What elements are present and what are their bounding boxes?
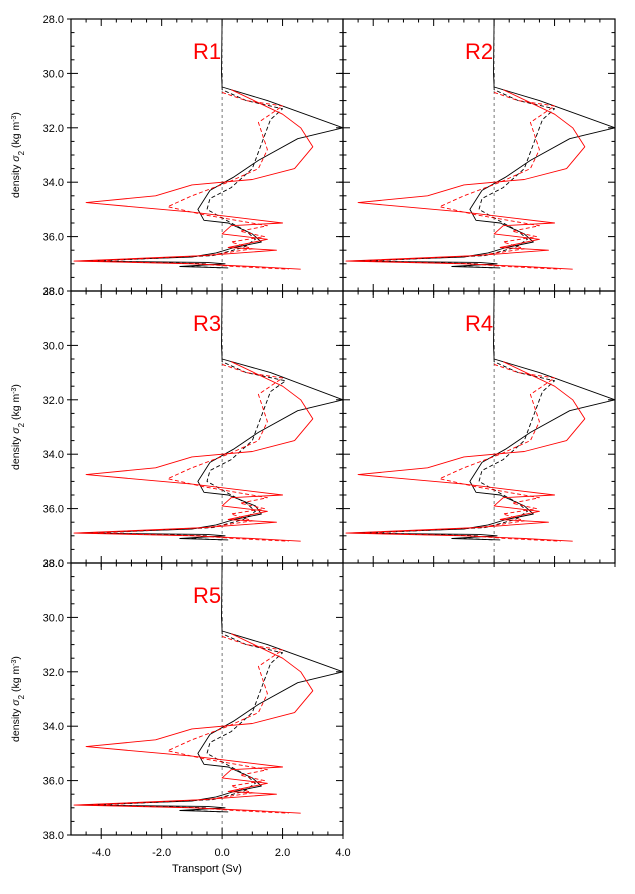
y-axis-label-part: σ: [10, 155, 22, 162]
y-tick-label: 36.0: [43, 504, 64, 516]
y-axis-label-part: density: [10, 706, 22, 742]
series-line-red-dashed: [363, 91, 561, 270]
y-axis-label-part: density: [10, 162, 22, 198]
y-axis-label-part: ): [10, 656, 22, 660]
panel-r3: 28.0 30.0 32.0 34.0 36.0 38.0 density σ2 (kg m…: [10, 286, 344, 570]
y-tick-label: 28.0: [43, 558, 64, 570]
y-tick-label: 34.0: [43, 721, 64, 733]
series-line-black-dashed: [94, 617, 284, 813]
y-axis-label: density σ2 (kg m-3): [10, 384, 26, 470]
x-axis-label: Transport (Sv): [172, 863, 242, 875]
y-tick-label: 34.0: [43, 177, 64, 189]
x-tick-label: 0.0: [214, 847, 229, 859]
y-axis-label: density σ2 (kg m-3): [10, 112, 26, 198]
series-line-black-solid: [76, 562, 344, 813]
series-line-red-solid: [345, 89, 586, 270]
y-axis-label-part: σ: [10, 699, 22, 706]
series-line-red-dashed: [363, 363, 561, 542]
series-line-black-solid: [348, 18, 616, 269]
panel-r2: R2: [339, 18, 616, 295]
y-tick-label: 38.0: [43, 286, 64, 298]
y-tick-label: 30.0: [43, 612, 64, 624]
panel-r1: 28.0 30.0 32.0 34.0 36.0 38.0 density σ2 (kg m…: [10, 14, 344, 298]
series-line-red-dashed: [91, 91, 289, 270]
series-line-black-solid: [76, 290, 344, 541]
panel-title: R4: [465, 311, 493, 336]
y-tick-label: 32.0: [43, 667, 64, 679]
y-axis-label-part: 2: [17, 694, 26, 699]
y-tick-label: 36.0: [43, 232, 64, 244]
y-tick-label: 34.0: [43, 449, 64, 461]
y-tick-label: 32.0: [43, 395, 64, 407]
series-line-black-solid: [348, 290, 616, 541]
y-axis-label-part: (kg m: [10, 122, 22, 151]
panel-title: R1: [193, 39, 221, 64]
x-tick-label: 4.0: [335, 847, 350, 859]
y-tick-label: 28.0: [43, 14, 64, 26]
series-line-red-solid: [73, 633, 314, 814]
x-tick-label: 2.0: [275, 847, 290, 859]
x-tick-label: -2.0: [152, 847, 171, 859]
x-tick-label: -4.0: [92, 847, 111, 859]
y-tick-label: 28.0: [43, 286, 64, 298]
y-tick-label: 30.0: [43, 340, 64, 352]
panel-title: R3: [193, 311, 221, 336]
y-axis-label-part: 2: [17, 150, 26, 155]
series-line-red-solid: [345, 361, 586, 542]
y-tick-label: 38.0: [43, 830, 64, 842]
series-line-black-dashed: [366, 345, 556, 541]
y-axis-label-part: (kg m: [10, 394, 22, 423]
series-line-black-solid: [76, 18, 344, 269]
y-axis-label-part: -3: [11, 659, 18, 665]
series-line-red-solid: [73, 361, 314, 542]
panel-title: R5: [193, 583, 221, 608]
y-axis-label-part: 2: [17, 422, 26, 427]
y-axis-label-part: ): [10, 112, 22, 116]
series-line-red-dashed: [91, 635, 289, 814]
panel-r4: R4: [339, 290, 616, 567]
y-tick-label: 30.0: [43, 68, 64, 80]
y-tick-label: 36.0: [43, 776, 64, 788]
y-tick-label: 32.0: [43, 123, 64, 135]
y-axis-label: density σ2 (kg m-3): [10, 656, 26, 742]
y-axis-label-part: density: [10, 434, 22, 470]
y-axis-label-part: σ: [10, 427, 22, 434]
series-line-black-dashed: [366, 73, 556, 269]
panel-r5: 28.0 30.0 32.0 34.0 36.0 38.0 density σ2 (kg m…: [10, 558, 351, 875]
series-line-black-dashed: [94, 73, 284, 269]
y-axis-label-part: (kg m: [10, 666, 22, 695]
y-axis-label-part: ): [10, 384, 22, 388]
panel-title: R2: [465, 39, 493, 64]
y-tick-label: 38.0: [43, 558, 64, 570]
y-axis-label-part: -3: [11, 387, 18, 393]
y-axis-label-part: -3: [11, 115, 18, 121]
series-line-red-solid: [73, 89, 314, 270]
series-line-red-dashed: [91, 363, 289, 542]
